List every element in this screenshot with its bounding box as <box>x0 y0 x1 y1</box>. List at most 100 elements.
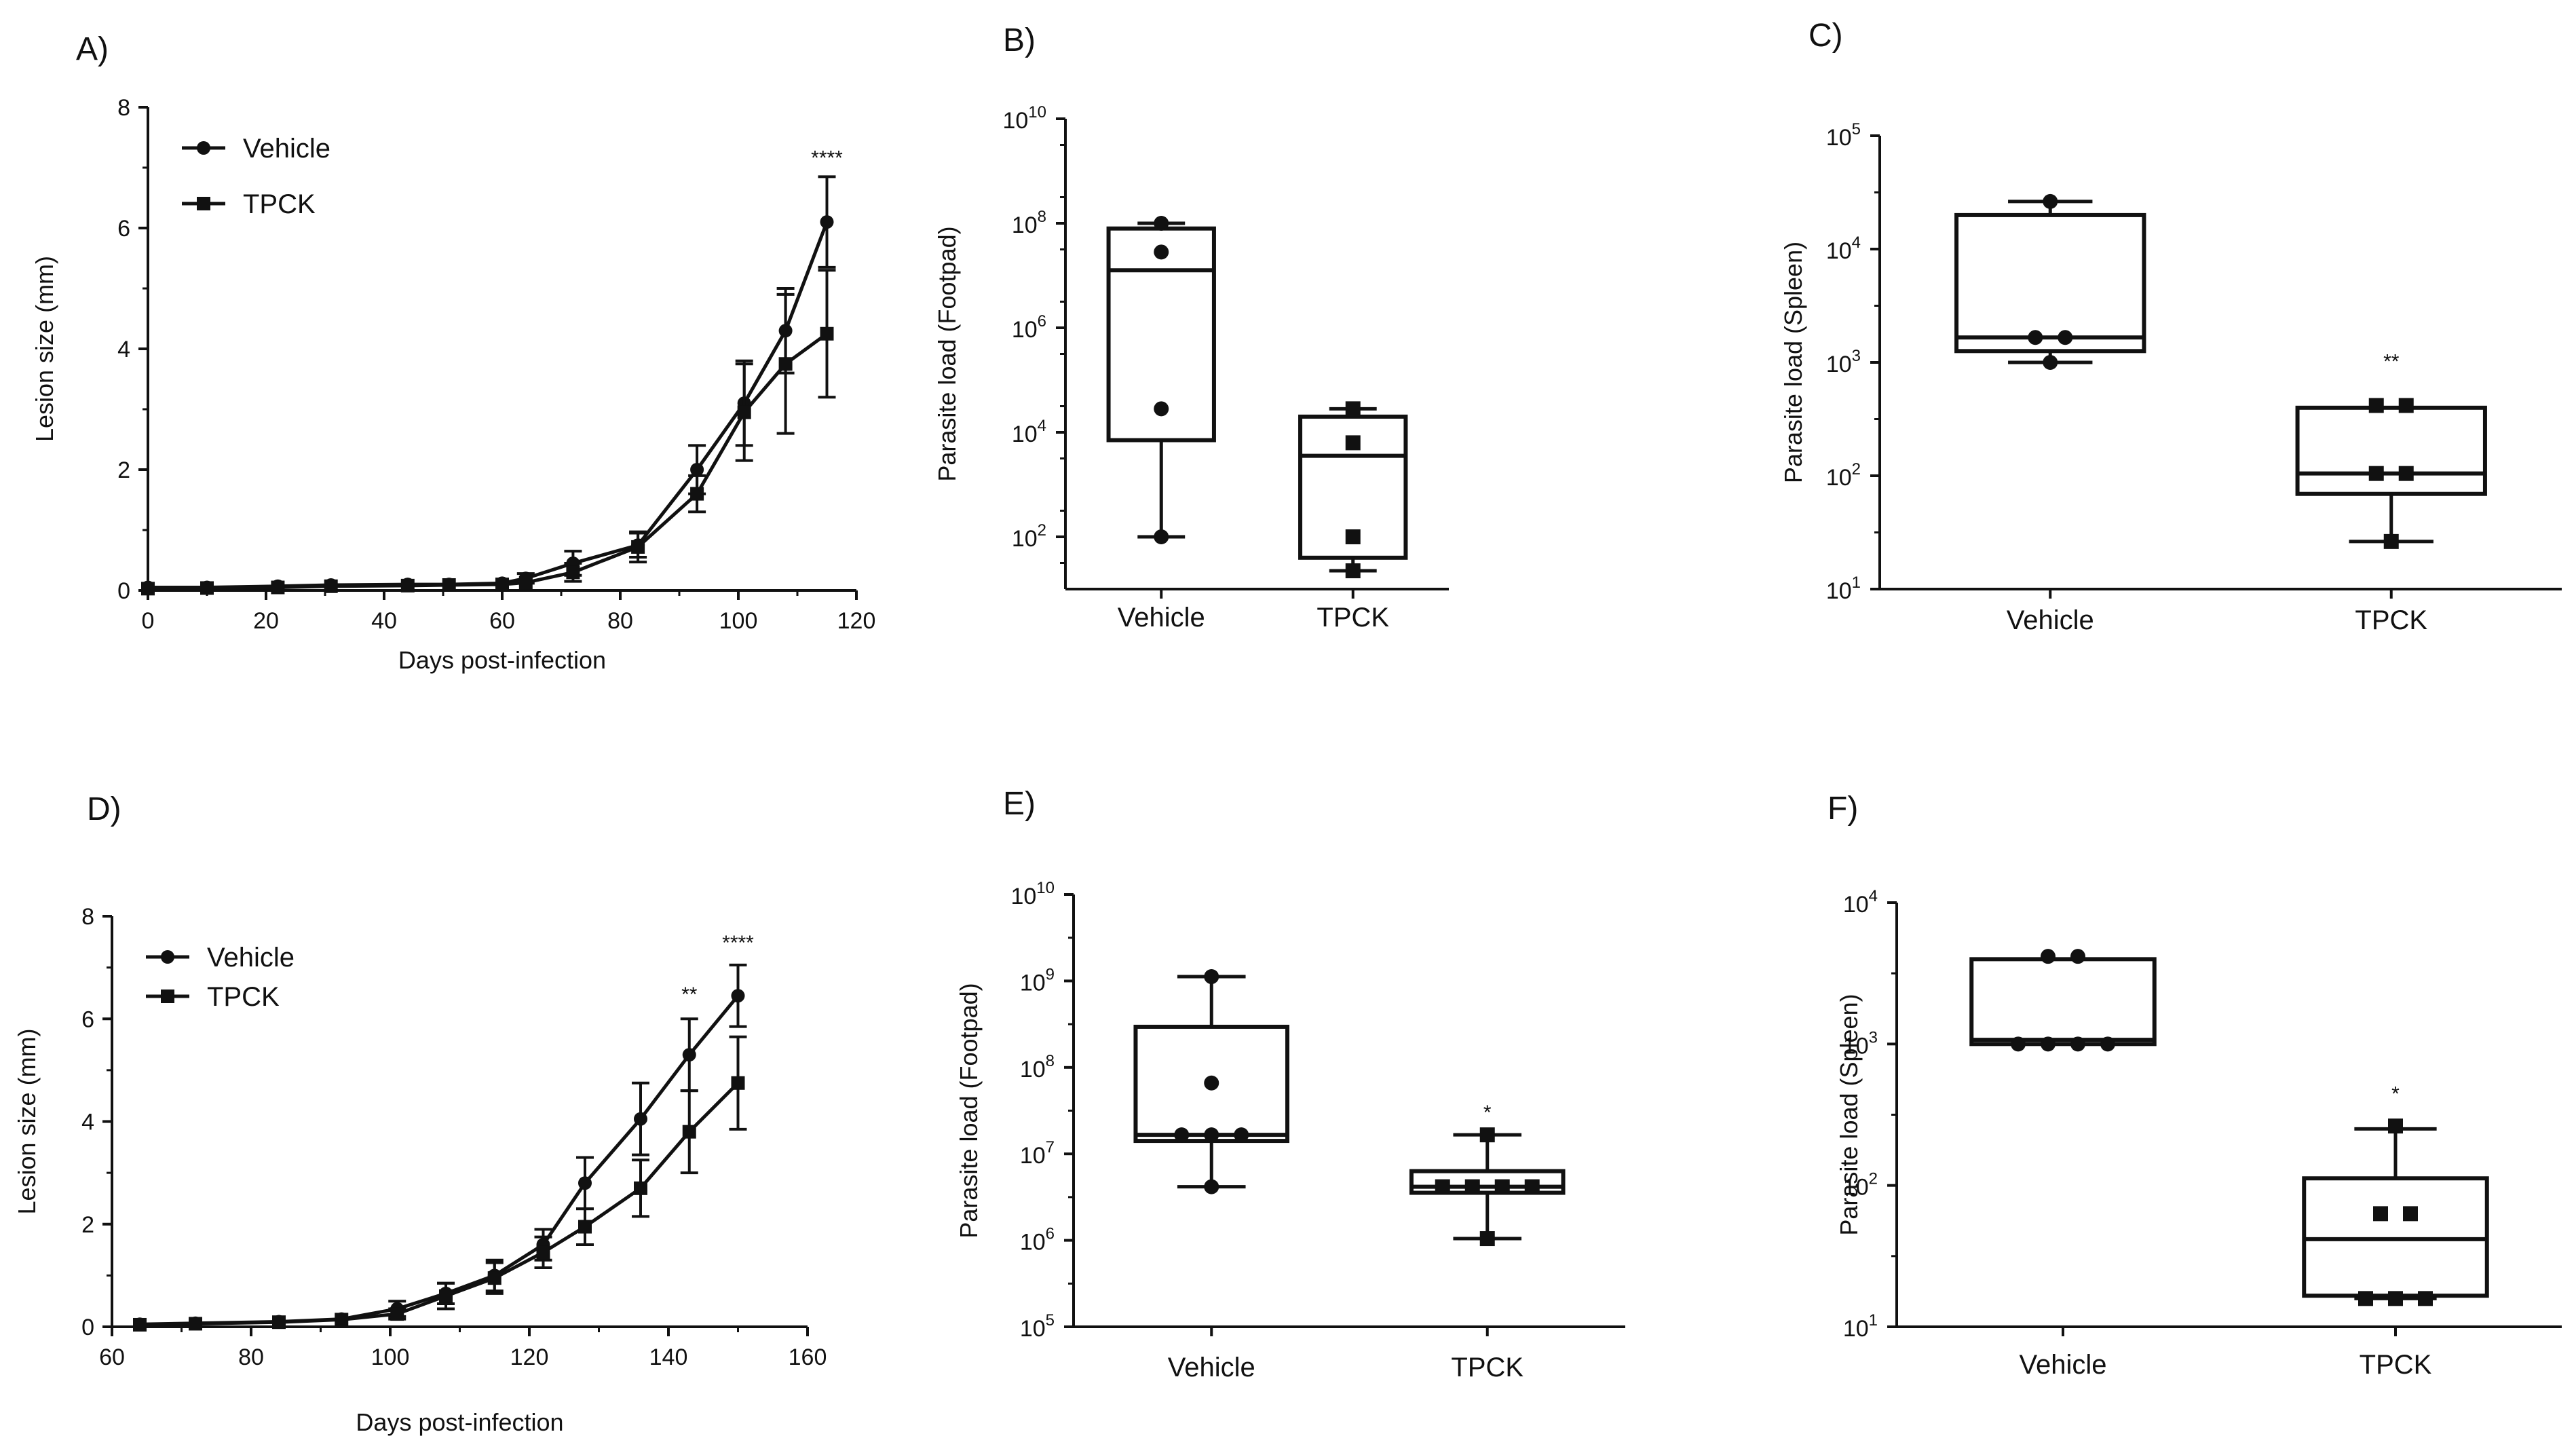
data-point <box>1174 1127 1190 1143</box>
y-tick-label: 108 <box>1020 1052 1055 1082</box>
box-tpck <box>1298 401 1408 579</box>
data-point <box>335 1313 349 1327</box>
y-axis-label: Parasite load (Footpad) <box>955 983 983 1238</box>
data-point <box>2388 1291 2403 1306</box>
data-point <box>2070 1036 2085 1052</box>
data-point <box>400 578 415 592</box>
data-point <box>1204 969 1219 985</box>
y-tick-base: 10 <box>1843 1033 1869 1059</box>
data-point <box>1234 1127 1249 1143</box>
y-axis-label: Lesion size (mm) <box>13 1028 41 1214</box>
y-tick-label: 102 <box>1826 460 1861 491</box>
data-point <box>2043 193 2058 209</box>
box-tpck <box>1409 1127 1566 1247</box>
data-point <box>390 1307 404 1321</box>
box-vehicle <box>1133 969 1290 1194</box>
panel-d: D) 60 80 100 120 140 160 0 2 4 6 8 Days post-infecti… <box>13 791 827 1436</box>
y-tick-label: 6 <box>81 1006 94 1032</box>
legend-marker <box>197 197 210 210</box>
data-point <box>578 1220 592 1234</box>
y-tick-label: 107 <box>1020 1138 1055 1169</box>
data-point <box>731 989 745 1003</box>
x-tick-label: 160 <box>789 1344 827 1370</box>
y-tick-base: 10 <box>1010 884 1036 909</box>
y-tick-label: 2 <box>81 1212 94 1238</box>
data-point <box>1345 435 1361 451</box>
data-point <box>2041 1036 2056 1052</box>
data-point <box>690 487 704 501</box>
legend-label: TPCK <box>243 189 316 219</box>
data-point <box>536 1245 550 1260</box>
x-tick-label: 140 <box>649 1344 688 1370</box>
y-tick-label: 102 <box>1843 1170 1878 1201</box>
data-point <box>566 565 580 580</box>
data-point <box>487 1271 501 1285</box>
y-tick-base: 10 <box>1012 421 1038 447</box>
y-tick-label: 104 <box>1012 417 1046 447</box>
legend-marker <box>161 990 174 1003</box>
y-tick-base: 10 <box>1020 1230 1046 1256</box>
y-tick-base: 10 <box>1826 125 1852 151</box>
y-tick-exponent: 3 <box>1869 1028 1878 1047</box>
y-tick-exponent: 5 <box>1046 1311 1055 1330</box>
x-tick-label: 120 <box>837 608 876 634</box>
panel-a: A) 0 20 40 60 80 100 120 0 2 4 6 8 Days post-infectio… <box>31 31 875 674</box>
y-tick-base: 10 <box>1826 578 1852 604</box>
data-point <box>1204 1127 1219 1143</box>
y-axis-label: Parasite load (Footpad) <box>933 226 961 481</box>
x-tick-label: 0 <box>142 608 155 634</box>
y-tick-exponent: 7 <box>1046 1138 1055 1156</box>
data-point <box>2418 1291 2433 1306</box>
data-point <box>439 1289 453 1303</box>
series-line <box>139 1082 740 1327</box>
y-tick-exponent: 5 <box>1852 120 1861 138</box>
y-tick-base: 10 <box>1843 892 1869 918</box>
y-tick-exponent: 2 <box>1869 1170 1878 1188</box>
data-point <box>634 1112 647 1126</box>
box-tpck <box>2295 398 2487 549</box>
y-tick-base: 10 <box>1843 1316 1869 1342</box>
y-tick-base: 10 <box>1020 1057 1046 1082</box>
data-point <box>1154 216 1169 231</box>
data-point <box>1204 1075 1219 1091</box>
legend-marker <box>161 950 174 964</box>
y-tick-label: 8 <box>117 95 130 121</box>
y-tick-label: 108 <box>1012 208 1046 238</box>
y-tick-label: 101 <box>1843 1311 1878 1342</box>
data-point <box>1494 1179 1510 1194</box>
y-tick-base: 10 <box>1012 212 1038 238</box>
data-point <box>2043 355 2058 370</box>
y-tick-label: 104 <box>1843 887 1878 918</box>
y-tick-exponent: 2 <box>1038 521 1046 540</box>
y-tick-label: 109 <box>1020 965 1055 996</box>
y-tick-base: 10 <box>1020 1143 1046 1169</box>
data-point <box>133 1317 147 1332</box>
box-vehicle <box>1954 193 2146 370</box>
y-tick-base: 10 <box>1020 970 1046 996</box>
y-tick-label: 0 <box>81 1315 94 1340</box>
y-tick-base: 10 <box>1002 108 1028 134</box>
data-point <box>2368 398 2384 413</box>
y-tick-base: 10 <box>1012 526 1038 552</box>
significance-marker: **** <box>811 147 843 170</box>
panel-label: C) <box>1808 18 1843 54</box>
y-tick-exponent: 10 <box>1028 103 1046 121</box>
y-tick-base: 10 <box>1020 1316 1046 1342</box>
data-point <box>778 357 793 371</box>
y-tick-label: 4 <box>81 1110 94 1135</box>
y-tick-base: 10 <box>1826 352 1852 377</box>
y-tick-label: 102 <box>1012 521 1046 552</box>
data-point <box>2011 1036 2026 1052</box>
data-point <box>1154 529 1169 544</box>
x-tick-label: 60 <box>99 1344 125 1370</box>
y-tick-base: 10 <box>1843 1175 1869 1201</box>
significance-marker: ** <box>681 983 698 1006</box>
series-tpck <box>133 1035 747 1332</box>
data-point <box>2100 1036 2115 1052</box>
y-tick-label: 1010 <box>1002 103 1046 134</box>
panel-label: F) <box>1827 791 1858 827</box>
x-tick-label: 60 <box>489 608 515 634</box>
